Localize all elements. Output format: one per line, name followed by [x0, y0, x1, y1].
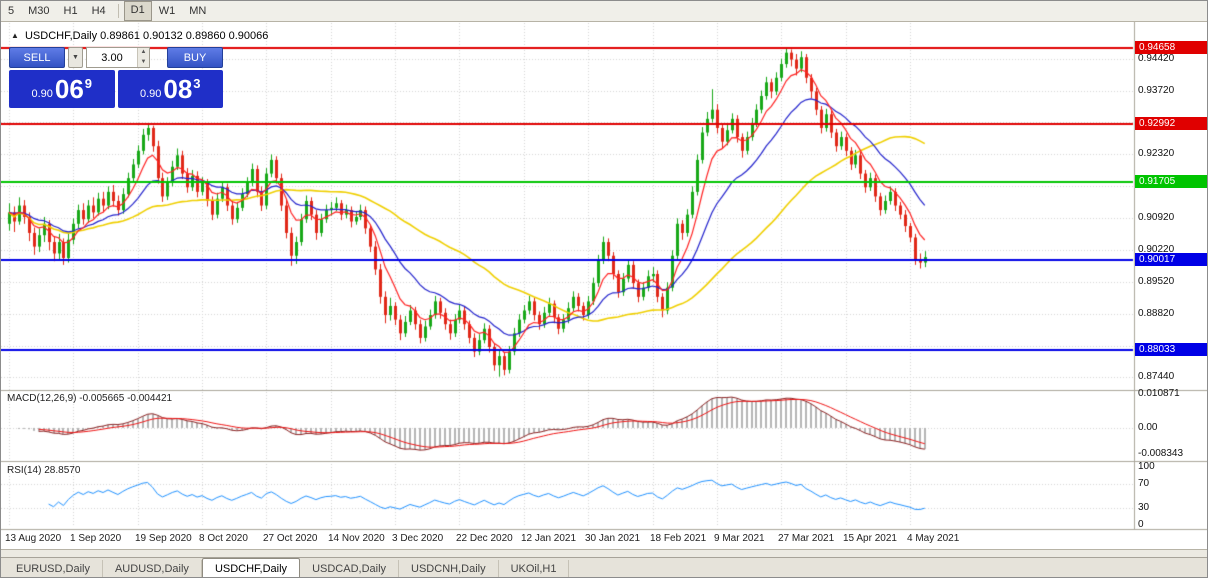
- ask-price-big-digits: 08: [163, 74, 193, 104]
- date-axis-label: 13 Aug 2020: [5, 533, 62, 544]
- hline-price-label: 0.94658: [1135, 41, 1207, 54]
- spin-up-icon[interactable]: ▲: [138, 48, 149, 58]
- price-axis-label: 0.90920: [1138, 212, 1175, 223]
- date-axis-label: 8 Oct 2020: [199, 533, 248, 544]
- rsi-indicator-label: RSI(14) 28.8570: [7, 465, 81, 476]
- price-axis-label: 0.93720: [1138, 85, 1175, 96]
- volume-field[interactable]: 3.00 ▲ ▼: [86, 47, 150, 68]
- chevron-down-icon: ▼: [72, 54, 79, 61]
- timeframe-w1-button[interactable]: W1: [158, 5, 176, 17]
- timeframe-toolbar: 5 M30 H1 H4 D1 W1 MN: [1, 1, 1207, 22]
- price-axis-label: 0.94420: [1138, 53, 1175, 64]
- tab-usdcad-daily[interactable]: USDCAD,Daily: [300, 560, 400, 577]
- price-axis-label: 0.90220: [1138, 244, 1175, 255]
- hline-price-label: 0.90017: [1135, 253, 1207, 266]
- tab-usdcnh-daily[interactable]: USDCNH,Daily: [399, 560, 499, 577]
- ask-price-pipette: 3: [193, 75, 201, 91]
- macd-axis-label: 0.010871: [1138, 388, 1180, 399]
- date-axis-label: 3 Dec 2020: [392, 533, 444, 544]
- ask-price-box[interactable]: 0.90 08 3: [117, 70, 223, 108]
- rsi-axis-label: 70: [1138, 478, 1150, 489]
- timeframe-m30-button[interactable]: M30: [28, 5, 50, 17]
- date-axis-label: 27 Oct 2020: [263, 533, 318, 544]
- timeframe-m5-button[interactable]: 5: [8, 5, 15, 17]
- macd-axis-label: -0.008343: [1138, 448, 1184, 459]
- chart-ohlc-values: 0.89861 0.90132 0.89860 0.90066: [100, 30, 269, 42]
- rsi-axis-label: 30: [1138, 502, 1150, 513]
- horizontal-scrollbar[interactable]: [1, 549, 1207, 558]
- timeframe-d1-button[interactable]: D1: [123, 1, 152, 21]
- timeframe-h4-button[interactable]: H4: [91, 5, 106, 17]
- volume-spinner[interactable]: ▲ ▼: [137, 48, 149, 67]
- date-axis-label: 30 Jan 2021: [585, 533, 641, 544]
- bid-price-big-digits: 06: [54, 74, 84, 104]
- date-axis-label: 18 Feb 2021: [650, 533, 707, 544]
- macd-axis-label: 0.00: [1138, 422, 1158, 433]
- chart-tab-bar: EURUSD,Daily AUDUSD,Daily USDCHF,Daily U…: [1, 557, 1207, 577]
- date-axis-label: 9 Mar 2021: [714, 533, 765, 544]
- hline-price-label: 0.92992: [1135, 117, 1207, 130]
- date-axis-label: 14 Nov 2020: [328, 533, 385, 544]
- spin-down-icon[interactable]: ▼: [138, 57, 149, 67]
- chart-symbol-period: USDCHF,Daily: [24, 30, 98, 42]
- bid-price-prefix: 0.90: [31, 88, 53, 100]
- tab-usdchf-daily[interactable]: USDCHF,Daily: [201, 558, 301, 577]
- rsi-axis-label: 0: [1138, 519, 1144, 530]
- timeframe-h1-button[interactable]: H1: [63, 5, 78, 17]
- tab-ukoil-h1[interactable]: UKOil,H1: [499, 560, 570, 577]
- toolbar-separator: [117, 4, 119, 18]
- price-axis-label: 0.87440: [1138, 371, 1175, 382]
- bid-price-box[interactable]: 0.90 06 9: [9, 70, 115, 108]
- price-axis-label: 0.89520: [1138, 276, 1175, 287]
- date-axis-label: 19 Sep 2020: [135, 533, 192, 544]
- price-axis-label: 0.92320: [1138, 148, 1175, 159]
- tab-eurusd-daily[interactable]: EURUSD,Daily: [4, 560, 103, 577]
- tab-audusd-daily[interactable]: AUDUSD,Daily: [103, 560, 202, 577]
- collapse-panel-icon[interactable]: ▲: [11, 31, 19, 40]
- bid-price-pipette: 9: [84, 75, 93, 91]
- macd-indicator-label: MACD(12,26,9) -0.005665 -0.004421: [7, 393, 173, 404]
- buy-button[interactable]: BUY: [167, 47, 223, 68]
- chart-title: ▲ USDCHF,Daily 0.89861 0.90132 0.89860 0…: [11, 30, 268, 42]
- volume-dropdown-button[interactable]: ▼: [68, 47, 83, 68]
- hline-price-label: 0.91705: [1135, 175, 1207, 188]
- date-axis-label: 22 Dec 2020: [456, 533, 513, 544]
- ask-price-prefix: 0.90: [139, 88, 162, 100]
- sell-button[interactable]: SELL: [9, 47, 65, 68]
- date-axis-label: 27 Mar 2021: [778, 533, 835, 544]
- hline-price-label: 0.88033: [1135, 343, 1207, 356]
- volume-value: 3.00: [101, 51, 123, 64]
- rsi-axis-label: 100: [1138, 461, 1155, 472]
- date-axis-label: 12 Jan 2021: [521, 533, 577, 544]
- date-axis-label: 15 Apr 2021: [843, 533, 897, 544]
- timeframe-mn-button[interactable]: MN: [189, 5, 207, 17]
- date-axis-label: 1 Sep 2020: [70, 533, 122, 544]
- date-axis-label: 4 May 2021: [907, 533, 960, 544]
- price-axis-label: 0.88820: [1138, 308, 1175, 319]
- one-click-trading-panel: SELL ▼ 3.00 ▲ ▼ BUY 0.90 06 9 0.90 08: [9, 47, 223, 108]
